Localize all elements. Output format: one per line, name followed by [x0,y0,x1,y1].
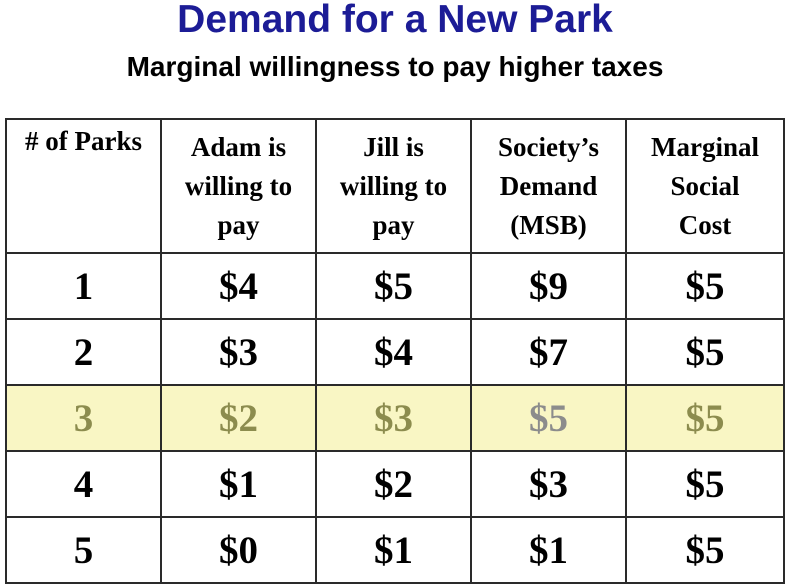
cell-parks: 5 [5,516,162,584]
header-parks: # of Parks [5,118,162,254]
cell-parks: 2 [5,318,162,386]
cell-adam: $3 [160,318,317,386]
header-society-line-2: Demand [499,170,598,201]
header-society: Society’s Demand (MSB) [470,118,627,254]
cell-adam: $0 [160,516,317,584]
header-adam-line-3: pay [217,209,260,240]
cell-cost: $5 [625,384,785,452]
table-row: 5 $0 $1 $1 $5 [5,516,785,584]
header-jill: Jill is willing to pay [315,118,472,254]
demand-table: # of Parks Adam is willing to pay Jill i… [5,118,785,584]
cell-society: $5 [470,384,627,452]
header-jill-line-2: willing to [339,170,448,201]
header-cost: Marginal Social Cost [625,118,785,254]
cell-parks: 3 [5,384,162,452]
header-adam: Adam is willing to pay [160,118,317,254]
table-row: 2 $3 $4 $7 $5 [5,318,785,386]
page-title: Demand for a New Park [177,0,613,41]
cell-cost: $5 [625,318,785,386]
cell-society: $1 [470,516,627,584]
cell-jill: $1 [315,516,472,584]
cell-society: $7 [470,318,627,386]
page-subtitle: Marginal willingness to pay higher taxes [126,51,664,82]
table-row: 1 $4 $5 $9 $5 [5,252,785,320]
cell-cost: $5 [625,516,785,584]
header-society-line-1: Society’s [498,131,599,162]
header-cost-line-1: Marginal [651,131,759,162]
header-adam-line-1: Adam is [190,131,287,162]
cell-adam: $1 [160,450,317,518]
header-parks-label: # of Parks [25,126,142,156]
cell-jill: $2 [315,450,472,518]
cell-cost: $5 [625,450,785,518]
cell-cost: $5 [625,252,785,320]
cell-adam: $2 [160,384,317,452]
header-society-line-3: (MSB) [510,209,587,240]
cell-jill: $5 [315,252,472,320]
cell-parks: 4 [5,450,162,518]
header-adam-line-2: willing to [184,170,293,201]
header-cost-line-3: Cost [678,209,732,240]
table-header-row: # of Parks Adam is willing to pay Jill i… [5,118,785,254]
header-cost-line-2: Social [670,170,740,201]
cell-parks: 1 [5,252,162,320]
table-row-highlighted: 3 $2 $3 $5 $5 [5,384,785,452]
cell-society: $9 [470,252,627,320]
header-jill-line-3: pay [372,209,415,240]
header-jill-line-1: Jill is [363,131,424,162]
cell-society: $3 [470,450,627,518]
cell-adam: $4 [160,252,317,320]
table-row: 4 $1 $2 $3 $5 [5,450,785,518]
cell-jill: $4 [315,318,472,386]
cell-jill: $3 [315,384,472,452]
